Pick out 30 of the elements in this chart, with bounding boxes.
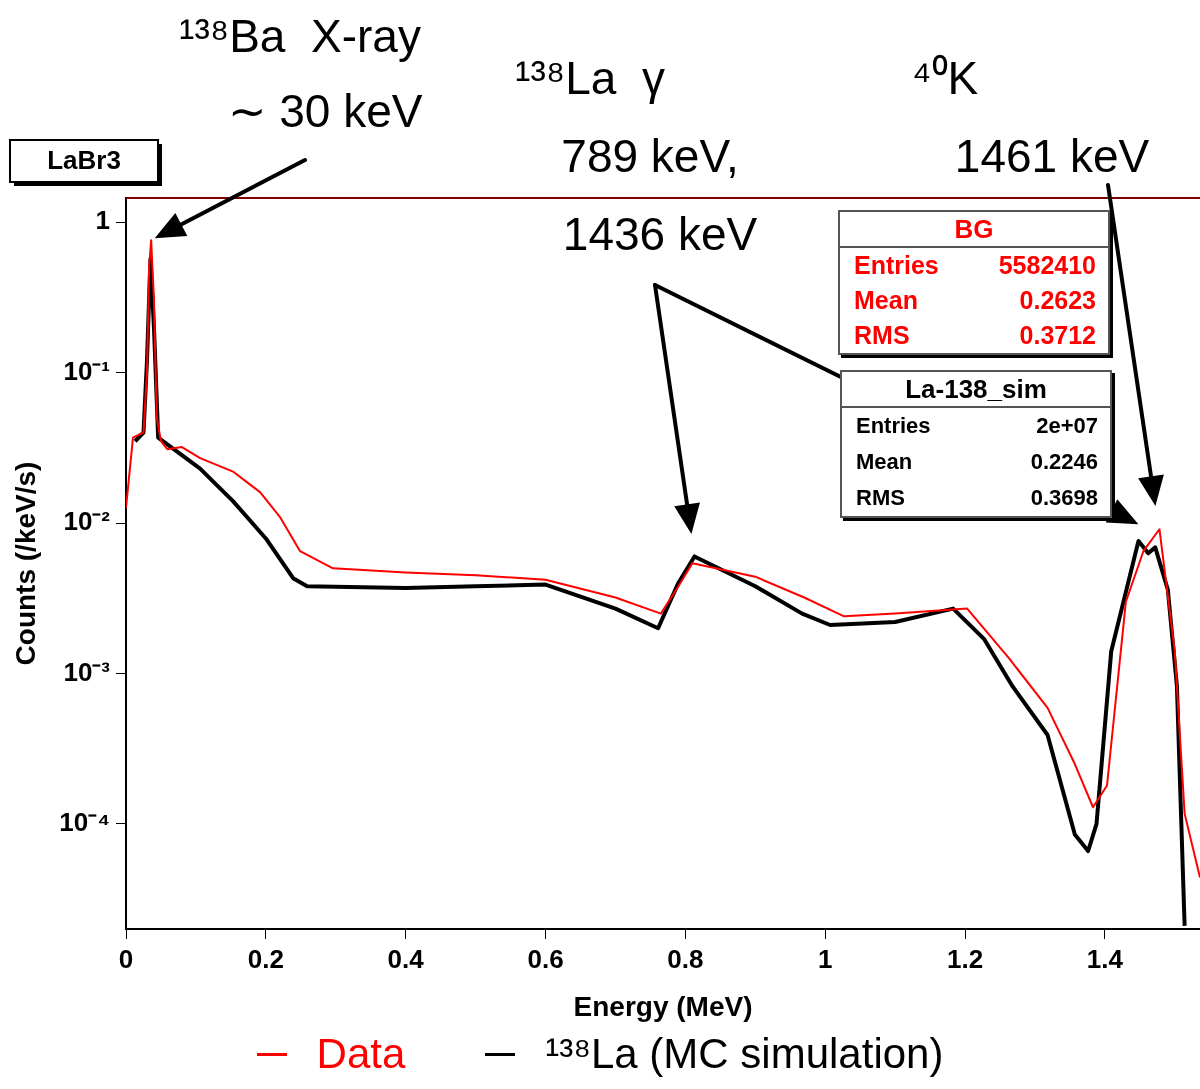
x-tick-label: 1.4 [1086,943,1124,974]
y-tick-label: 10⁻¹ [63,355,110,386]
text: RMS 0.3712 [854,321,1096,349]
y-axis-title: Counts (/keV/s) [9,461,41,666]
chart-title: LaBr3 [47,145,121,176]
x-tick-label: 0.8 [667,943,704,974]
text: Mean 0.2246 [856,449,1098,474]
legend-label: ¹³⁸La (MC simulation) [545,1030,944,1078]
legend-label: Data [316,1030,406,1078]
text: ⁴⁰K 1461 keV [911,52,1150,183]
x-tick-label: 0 [118,943,134,974]
annotation: La-138_sim [842,372,1110,408]
text: RMS 0.3698 [856,485,1098,510]
text: ¹³⁸La γ 789 keV, [515,52,739,183]
y-tick-label: 10⁻² [63,506,111,537]
x-tick-label: 0.6 [527,943,564,974]
annotation: BG [840,212,1108,248]
annotation: 1436 keV [562,208,758,261]
y-tick-label: 10⁻⁴ [59,807,110,838]
annotation: ¹³⁸Ba X-ray ∼ 30 keV [179,10,423,138]
x-tick-label: 1 [817,943,833,974]
text: Mean 0.2623 [854,286,1096,314]
x-axis-title: Energy (MeV) [573,990,753,1022]
x-tick-label: 1.2 [946,943,984,974]
y-tick-label: 1 [95,205,110,236]
text: Entries 5582410 [854,251,1096,279]
y-tick-label: 10⁻³ [63,656,111,687]
x-tick-label: 0.2 [247,943,284,974]
text: Entries 2e+07 [856,413,1098,438]
x-tick-label: 0.4 [387,943,425,974]
